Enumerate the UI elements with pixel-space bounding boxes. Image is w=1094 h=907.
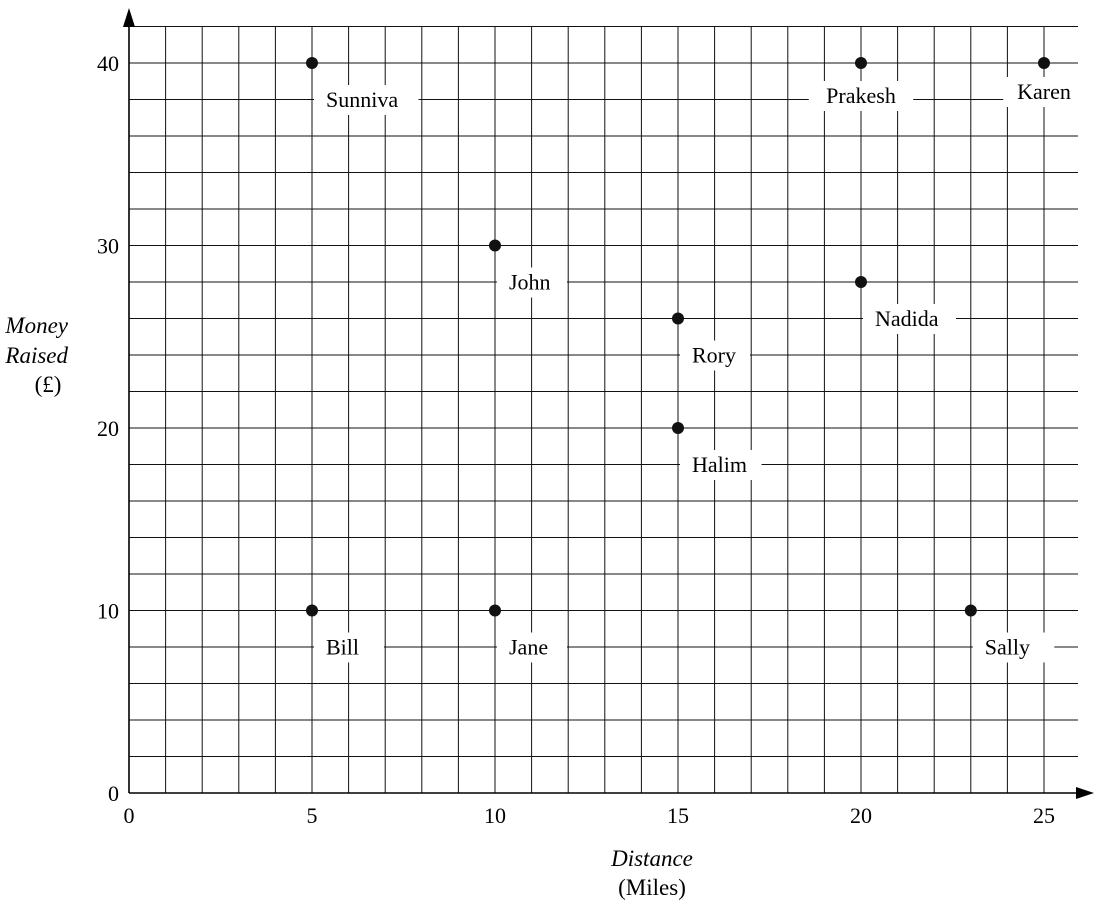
grid [129,26,1078,793]
x-tick-label: 15 [667,803,689,828]
y-tick-label: 0 [108,781,119,806]
data-point [489,604,501,617]
point-label: Halim [692,452,747,477]
point-label: Prakesh [826,83,896,108]
point-label-background [497,267,567,298]
point-label: Sunniva [326,87,398,112]
x-axis-unit: (Miles) [618,875,686,900]
point-label: Rory [692,343,736,368]
data-points [306,57,1050,617]
point-label: Nadida [875,306,939,331]
data-point [1038,57,1050,69]
x-tick-label: 25 [1033,803,1055,828]
data-point [306,604,318,617]
x-tick-label: 0 [124,803,135,828]
point-label: Jane [509,635,548,660]
point-label-background [314,632,384,663]
point-label-background [863,304,956,334]
y-axis-title-line2: Raised [4,343,68,368]
point-label-background [680,340,750,371]
y-tick-label: 20 [97,416,119,441]
point-label: Karen [1017,79,1071,104]
point-label-background [314,85,419,115]
data-point [855,276,867,288]
data-point [855,57,867,69]
point-label: John [509,270,551,295]
tick-labels: 0 5 10 15 20 25 0 10 20 30 40 [97,51,1055,828]
point-label-background [972,632,1055,663]
point-label-background [1003,77,1085,107]
data-point [489,239,501,252]
point-label-background [808,81,914,111]
x-tick-label: 5 [307,803,318,828]
x-axis-arrowhead [1076,787,1094,799]
data-point [306,57,318,69]
point-label-background [680,450,762,480]
x-tick-label: 20 [850,803,872,828]
y-tick-label: 40 [97,51,119,76]
data-point [672,312,684,325]
data-point [672,422,684,434]
y-tick-label: 10 [97,599,119,624]
data-point [964,604,977,617]
point-label: Bill [326,635,359,660]
point-labels: Sunniva Prakesh Karen John Nadida Rory Halim Bi… [314,77,1085,663]
point-label-background [497,632,567,663]
y-axis-arrowhead [123,8,135,27]
point-label: Sally [985,635,1030,660]
axes [123,8,1094,799]
y-axis-unit: (£) [35,372,62,397]
y-axis-title-line1: Money [4,313,68,338]
x-tick-label: 10 [484,803,506,828]
y-tick-label: 30 [97,234,119,259]
x-axis-title: Distance [610,846,693,871]
